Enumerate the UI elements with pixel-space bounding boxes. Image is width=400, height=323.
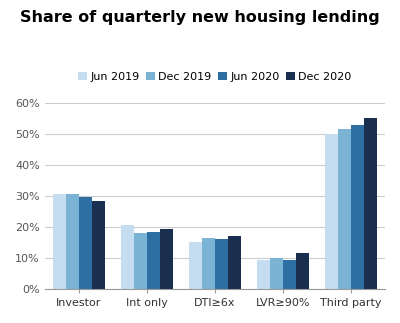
Text: Share of quarterly new housing lending: Share of quarterly new housing lending bbox=[20, 10, 380, 25]
Bar bbox=[92, 201, 104, 289]
Bar bbox=[338, 129, 351, 289]
Bar bbox=[228, 236, 241, 289]
Bar bbox=[202, 238, 215, 289]
Bar bbox=[121, 225, 134, 289]
Bar bbox=[160, 228, 172, 289]
Bar bbox=[270, 258, 283, 289]
Bar bbox=[66, 194, 79, 289]
Bar bbox=[351, 125, 364, 289]
Bar bbox=[189, 243, 202, 289]
Bar bbox=[147, 232, 160, 289]
Bar bbox=[296, 253, 309, 289]
Bar bbox=[79, 197, 92, 289]
Bar bbox=[215, 239, 228, 289]
Bar bbox=[257, 259, 270, 289]
Bar bbox=[134, 233, 147, 289]
Bar bbox=[283, 259, 296, 289]
Bar bbox=[53, 194, 66, 289]
Bar bbox=[364, 119, 377, 289]
Legend: Jun 2019, Dec 2019, Jun 2020, Dec 2020: Jun 2019, Dec 2019, Jun 2020, Dec 2020 bbox=[74, 68, 356, 87]
Bar bbox=[325, 134, 338, 289]
